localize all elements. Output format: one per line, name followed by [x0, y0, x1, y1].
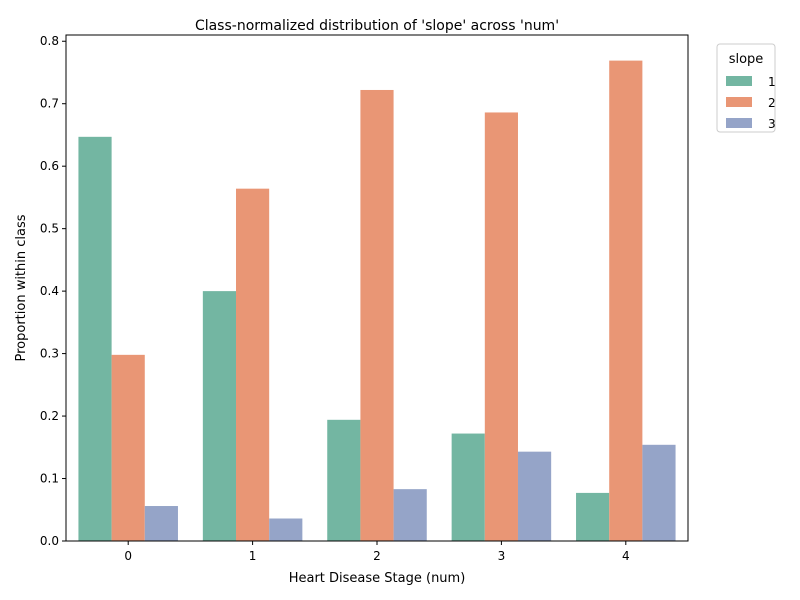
legend-box: [716, 43, 776, 133]
x-tick-label: 0: [124, 549, 132, 563]
y-tick-label: 0.6: [40, 159, 59, 173]
bar-series-3-cat-2: [393, 489, 427, 541]
x-tick-label: 1: [249, 549, 257, 563]
bar-series-1-cat-3: [451, 433, 485, 541]
legend-label-3: 3: [768, 117, 776, 131]
bar-series-3-cat-1: [269, 518, 303, 541]
y-axis: 0.0 0.1 0.2 0.3 0.4 0.5 0.6 0.7 0.8: [40, 34, 66, 548]
y-tick-label: 0.2: [40, 409, 59, 423]
legend-title: slope: [729, 52, 764, 67]
bar-series-2-cat-1: [236, 188, 270, 542]
x-axis-label: Heart Disease Stage (num): [289, 571, 466, 586]
bar-series-1-cat-1: [202, 291, 237, 541]
y-tick-label: 0.5: [40, 222, 59, 236]
legend-label-2: 2: [768, 96, 776, 110]
bar-series-3-cat-4: [642, 444, 676, 541]
x-tick-label: 3: [498, 549, 506, 563]
y-tick-label: 0.4: [40, 284, 59, 298]
y-tick-label: 0.7: [40, 97, 59, 111]
x-axis: 0 1 2 3 4: [124, 541, 630, 563]
bar-series-3-cat-3: [517, 451, 552, 541]
bar-series-2-cat-3: [484, 112, 518, 542]
bar-series-3-cat-0: [144, 506, 178, 541]
y-axis-label: Proportion within class: [14, 214, 29, 361]
legend-label-1: 1: [768, 75, 776, 89]
chart-title: Class-normalized distribution of 'slope'…: [195, 18, 559, 34]
bar-series-2-cat-2: [360, 89, 394, 541]
legend-items: 1 2 3: [726, 75, 776, 131]
bar-series-1-cat-4: [576, 492, 610, 541]
y-tick-label: 0.8: [40, 34, 59, 48]
bar-series-2-cat-0: [111, 354, 145, 541]
bar-series-1-cat-0: [78, 136, 112, 541]
legend-swatch-1: [726, 76, 752, 86]
y-tick-label: 0.3: [40, 347, 59, 361]
y-tick-label: 0.1: [40, 472, 59, 486]
bar-series-2-cat-4: [609, 60, 643, 542]
y-tick-label: 0.0: [40, 534, 59, 548]
legend-swatch-2: [726, 97, 752, 107]
x-tick-label: 2: [373, 549, 381, 563]
bars-group: [78, 60, 676, 542]
bar-series-1-cat-2: [327, 419, 361, 541]
x-tick-label: 4: [622, 549, 630, 563]
legend-swatch-3: [726, 118, 752, 128]
legend: slope 1 2 3: [716, 43, 776, 133]
